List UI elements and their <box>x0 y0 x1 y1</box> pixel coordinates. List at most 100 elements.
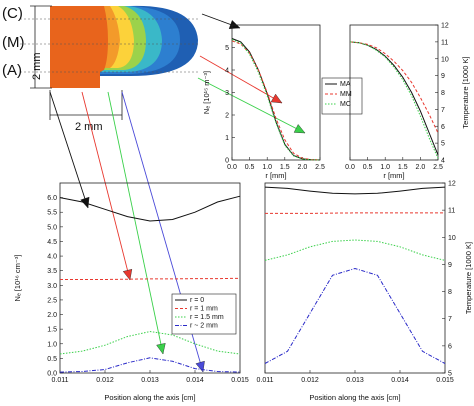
y-tick-label: 1.5 <box>47 327 57 334</box>
dim-vertical-label: 2 mm <box>31 53 43 81</box>
y-tick-label: 6 <box>441 124 445 131</box>
series-line-2 <box>264 239 446 261</box>
series-line-3 <box>264 267 446 364</box>
x-tick-label: 0.5 <box>245 164 255 171</box>
series-line-0 <box>59 195 241 222</box>
x-tick-label: 0.011 <box>257 377 274 384</box>
series-line-1 <box>265 212 445 214</box>
y-tick-label: 0.5 <box>47 356 57 363</box>
y-tick-label: 2 <box>225 113 229 120</box>
series-line-2 <box>59 330 241 355</box>
x-tick-label: 1.0 <box>262 164 272 171</box>
y-tick-label: 7 <box>448 316 452 323</box>
plasma-shape <box>20 5 200 120</box>
series-line-1 <box>60 277 241 280</box>
y-tick-label: 7 <box>441 107 445 114</box>
y-tick-label: 1 <box>225 135 229 142</box>
arrow-green-bottom-head <box>156 343 166 355</box>
y-tick-label: 1.0 <box>47 341 57 348</box>
y-tick-label: 5.5 <box>47 210 57 217</box>
y-tick-label: 0 <box>225 158 229 165</box>
legend-label: MM <box>340 91 352 98</box>
label-m: (M) <box>2 34 25 51</box>
arrow-green-top-head <box>293 124 306 134</box>
y-tick-label: 12 <box>441 23 449 30</box>
y-tick-label: 3.0 <box>47 283 57 290</box>
y-tick-label: 8 <box>441 90 445 97</box>
arrow-red-top-shaft <box>199 55 283 104</box>
x-axis-label: r [mm] <box>383 171 404 180</box>
arrow-red-top-head <box>270 93 283 104</box>
y-tick-label: 11 <box>441 39 448 46</box>
x-tick-label: 2.5 <box>433 164 443 171</box>
y-tick-label: 5 <box>225 45 229 52</box>
x-tick-label: 0.014 <box>186 377 204 384</box>
y-tick-label: 9 <box>448 262 452 269</box>
x-tick-label: 0.015 <box>436 377 454 384</box>
y-axis-label: Temperature [1000 K] <box>461 56 470 128</box>
x-tick-label: 1.5 <box>280 164 290 171</box>
legend-label: r = 1.5 mm <box>190 314 224 321</box>
y-axis-label: Nₑ [10¹⁵ m⁻³] <box>202 71 211 114</box>
x-axis-label: r [mm] <box>265 171 286 180</box>
y-tick-label: 2.5 <box>47 297 57 304</box>
y-tick-label: 6 <box>448 343 452 350</box>
y-tick-label: 4 <box>441 158 445 165</box>
x-tick-label: 0.013 <box>346 377 364 384</box>
plasma-contour-6 <box>50 6 108 88</box>
plot-frame <box>59 182 241 374</box>
y-tick-label: 10 <box>441 56 449 63</box>
arrow-green-top-shaft <box>197 77 306 134</box>
arrow-black-bottom-shaft <box>49 91 89 209</box>
label-c: (C) <box>2 5 23 22</box>
y-tick-label: 9 <box>441 73 445 80</box>
series-line-0 <box>264 186 446 195</box>
y-tick-label: 4.5 <box>47 239 57 246</box>
plot-frame <box>231 24 321 161</box>
y-tick-label: 12 <box>448 181 456 188</box>
series-line-2 <box>349 41 439 159</box>
arrow-blue-bottom-head <box>195 360 205 373</box>
chart-temp-radial: 0.0 0.5 1.0 1.5 2.0 2.54 5 6 7 8 9 10 11 12 r [mm] Temp… <box>345 23 470 181</box>
x-tick-label: 0.012 <box>96 377 114 384</box>
x-tick-label: 2.5 <box>315 164 325 171</box>
y-tick-label: 0.0 <box>47 371 57 378</box>
chart-ne-radial: 0.0 0.5 1.0 1.5 2.0 2.5 0 1 2 3 4 5 r [mm] Nₑ [10¹⁵ m… <box>202 24 363 180</box>
x-tick-label: 0.012 <box>301 377 319 384</box>
x-tick-label: 2.0 <box>416 164 426 171</box>
x-tick-label: 0.015 <box>231 377 249 384</box>
y-tick-label: 5.0 <box>47 224 57 231</box>
x-tick-label: 1.5 <box>398 164 408 171</box>
plot-frame <box>349 24 439 161</box>
arrow-red-bottom-shaft <box>81 91 131 281</box>
dim-horizontal-label: 2 mm <box>75 121 103 133</box>
y-axis-label: Nₑ [10¹⁶ cm⁻³] <box>13 255 22 302</box>
series-line-3 <box>59 357 241 373</box>
plasma-diagram: (C) (M) (A) 2 mm 2 mm <box>2 5 306 373</box>
y-tick-label: 8 <box>448 289 452 296</box>
y-tick-label: 5 <box>441 141 445 148</box>
legend-label: r = 1 mm <box>190 306 218 313</box>
x-tick-label: 1.0 <box>380 164 390 171</box>
legend-label: r ~ 2 mm <box>190 323 218 330</box>
x-tick-label: 0.014 <box>391 377 409 384</box>
y-tick-label: 11 <box>448 208 455 215</box>
arrow-green-bottom-shaft <box>107 91 164 355</box>
legend-label: MC <box>340 101 351 108</box>
chart-ne-axial: 0.011 0.012 0.013 0.014 0.015 0.0 0.5 1.0 1.5 2.0… <box>13 182 249 402</box>
legend-label: r = 0 <box>190 297 204 304</box>
y-tick-label: 4.0 <box>47 254 57 261</box>
y-tick-label: 4 <box>225 68 229 75</box>
y-tick-label: 2.0 <box>47 312 57 319</box>
y-tick-label: 5 <box>448 371 452 378</box>
y-tick-label: 10 <box>448 235 456 242</box>
legend-box <box>171 293 237 335</box>
y-tick-label: 3.5 <box>47 268 57 275</box>
x-tick-label: 0.0 <box>345 164 355 171</box>
x-axis-label: Position along the axis [cm] <box>104 393 195 402</box>
arrow-red-bottom-head <box>122 268 133 281</box>
legend-label: MA <box>340 81 351 88</box>
y-tick-label: 3 <box>225 90 229 97</box>
